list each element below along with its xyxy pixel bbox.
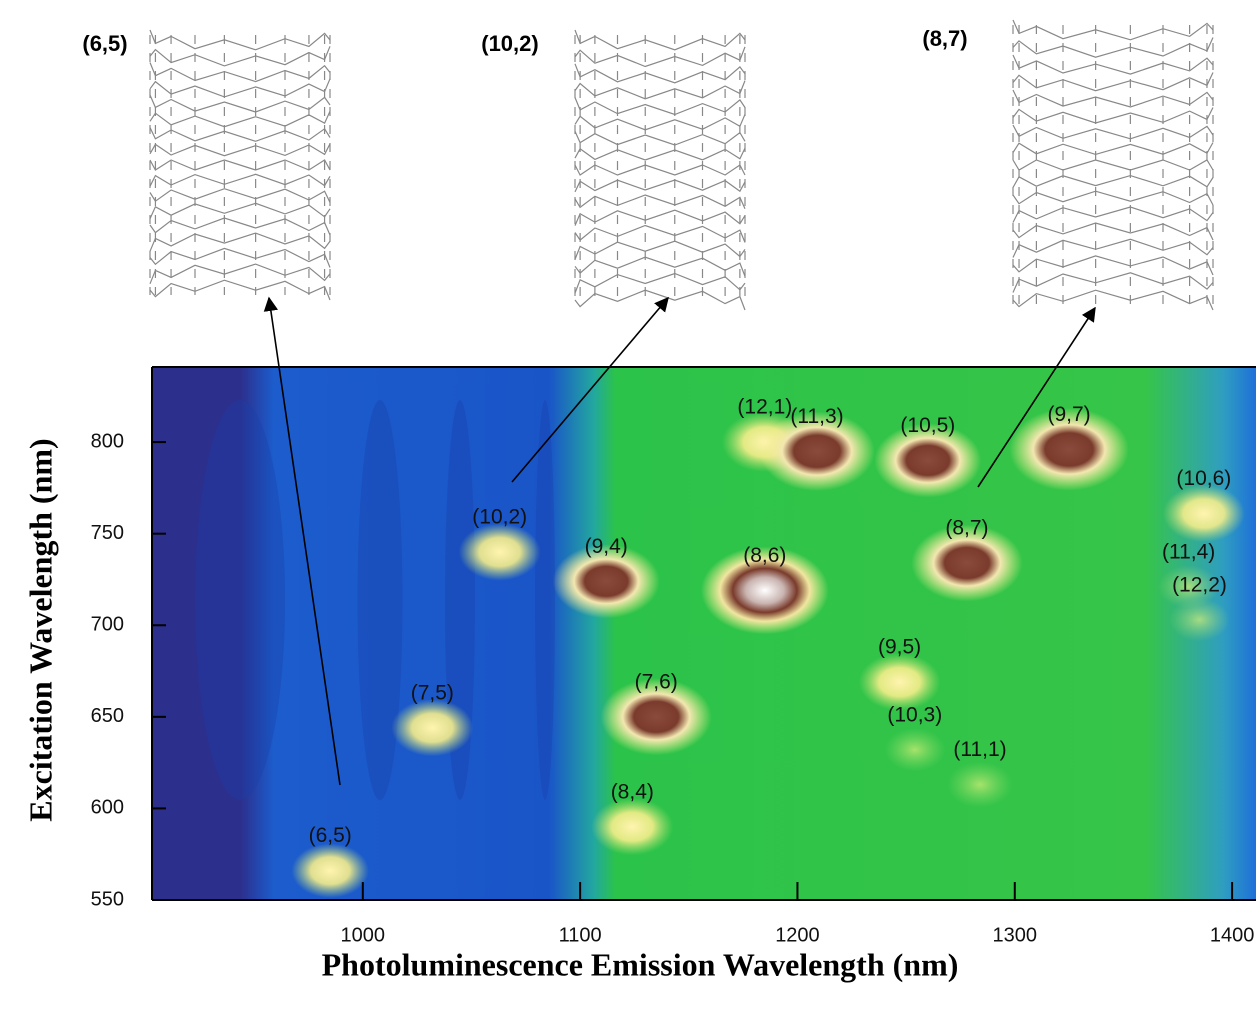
peak-label: (9,7) xyxy=(1048,403,1091,426)
nanotube xyxy=(575,30,745,310)
peak-label: (12,1) xyxy=(737,396,792,419)
y-tick-label: 550 xyxy=(91,888,124,910)
peak-label: (11,1) xyxy=(953,738,1006,761)
peak-label: (10,5) xyxy=(900,414,955,437)
structure-label: (10,2) xyxy=(481,31,538,56)
peak-label: (8,7) xyxy=(945,517,988,540)
pl-peak xyxy=(291,843,369,897)
x-tick-label: 1100 xyxy=(559,924,602,946)
figure: Photoluminescence Emission Wavelength (n… xyxy=(0,0,1256,1015)
peak-label: (10,2) xyxy=(472,506,527,529)
peak-label: (10,6) xyxy=(1176,467,1231,490)
peak-label: (8,4) xyxy=(611,780,654,803)
y-tick-label: 800 xyxy=(91,430,124,452)
pl-peak xyxy=(1169,598,1230,641)
peak-label: (7,6) xyxy=(635,670,678,693)
nanotube xyxy=(1013,20,1213,310)
y-tick-label: 700 xyxy=(91,614,124,636)
peak-label: (11,3) xyxy=(790,405,843,428)
pl-peak xyxy=(591,798,673,855)
pl-peak xyxy=(948,762,1013,808)
background-texture xyxy=(195,400,285,800)
nanotube-drawings xyxy=(150,20,1213,310)
y-tick-label: 750 xyxy=(91,522,124,544)
pl-peak xyxy=(391,699,473,756)
structure-label: (6,5) xyxy=(82,31,127,56)
peak-label: (11,4) xyxy=(1162,540,1215,563)
y-tick-label: 650 xyxy=(91,705,124,727)
y-axis-label: Excitation Wavelength (nm) xyxy=(22,438,58,821)
background-texture xyxy=(535,400,555,800)
nanotube xyxy=(150,30,330,300)
pl-peak xyxy=(459,523,541,580)
x-tick-label: 1000 xyxy=(341,924,386,946)
x-tick-label: 1200 xyxy=(775,924,820,946)
peak-label: (10,3) xyxy=(887,703,942,726)
peak-label: (12,2) xyxy=(1172,573,1227,596)
x-tick-label: 1400 xyxy=(1210,924,1255,946)
x-tick-label: 1300 xyxy=(993,924,1038,946)
peak-label: (6,5) xyxy=(309,824,352,847)
pl-peak xyxy=(1163,485,1245,542)
peak-label: (9,4) xyxy=(585,535,628,558)
y-tick-label: 600 xyxy=(91,797,124,819)
peak-label: (9,5) xyxy=(878,636,921,659)
pl-peak xyxy=(884,728,945,771)
peak-label: (7,5) xyxy=(411,681,454,704)
peak-label: (8,6) xyxy=(743,544,786,567)
x-axis-label: Photoluminescence Emission Wavelength (n… xyxy=(322,946,959,982)
structure-label: (8,7) xyxy=(922,26,967,51)
pl-peak xyxy=(859,653,941,710)
